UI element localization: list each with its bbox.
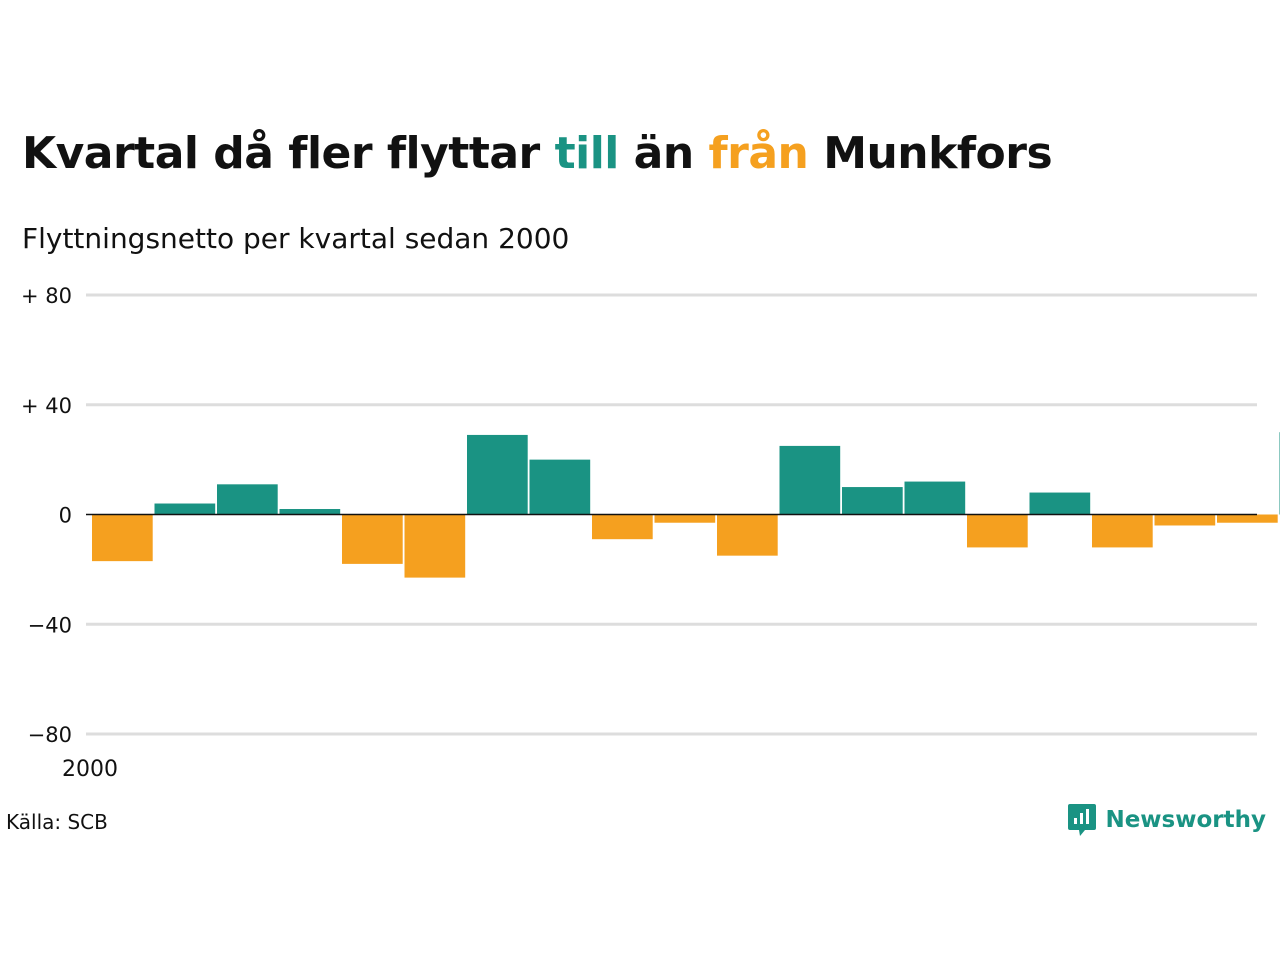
bar [279, 509, 341, 515]
bar [154, 503, 216, 515]
title-part-3: Munkfors [808, 128, 1053, 179]
axes: + 80+ 400−40−8020002005201020152020 [21, 284, 1257, 782]
bar [904, 481, 966, 515]
bar [1154, 514, 1216, 526]
y-tick-label: + 80 [21, 284, 72, 308]
bar [717, 514, 778, 556]
bar [967, 514, 1028, 548]
chart-subtitle: Flyttningsnetto per kvartal sedan 2000 [22, 222, 570, 255]
bar [217, 484, 278, 515]
y-tick-label: −80 [28, 723, 72, 747]
bar [654, 514, 716, 523]
y-tick-label: −40 [28, 613, 72, 637]
chart-title: Kvartal då fler flyttar till än från Mun… [22, 128, 1053, 179]
bar-chart: + 80+ 400−40−8020002005201020152020 [21, 284, 1280, 782]
bar [404, 514, 466, 578]
y-tick-label: 0 [59, 504, 72, 528]
newsworthy-logo-icon [1068, 804, 1097, 836]
bar [1029, 492, 1091, 515]
x-tick-label: 2000 [62, 757, 118, 782]
brand-logo: Newsworthy [1067, 802, 1266, 838]
bar [1217, 514, 1278, 523]
bar [92, 514, 153, 562]
y-tick-label: + 40 [21, 394, 72, 418]
title-fran: från [708, 128, 809, 179]
bar [467, 434, 528, 515]
bar [529, 459, 591, 515]
bar [842, 487, 903, 515]
bars [92, 432, 1280, 578]
bar [592, 514, 653, 540]
gridlines [86, 293, 1257, 736]
source-label: Källa: SCB [6, 810, 108, 834]
title-part-2: än [618, 128, 709, 179]
title-part-1: Kvartal då fler flyttar [22, 128, 555, 179]
title-till: till [554, 128, 620, 179]
brand-name: Newsworthy [1105, 807, 1266, 833]
bar [779, 445, 841, 515]
bar [1092, 514, 1153, 548]
bar [342, 514, 403, 564]
